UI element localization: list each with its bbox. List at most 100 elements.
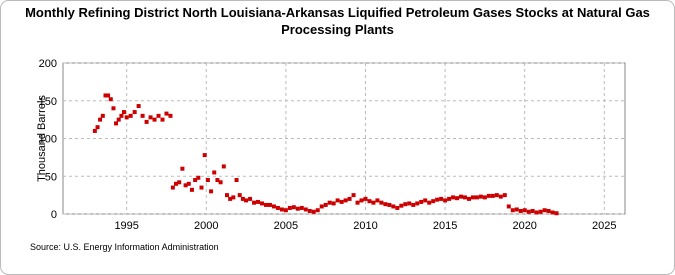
data-point (275, 205, 280, 210)
data-point (474, 195, 479, 200)
data-point (315, 208, 320, 213)
data-point (319, 204, 324, 209)
data-point (121, 110, 126, 115)
data-point (256, 199, 261, 204)
data-point (506, 204, 511, 209)
data-point (451, 195, 456, 200)
data-point (196, 175, 201, 180)
data-point (387, 202, 392, 207)
data-point (498, 194, 503, 199)
data-point (234, 178, 239, 183)
data-point (267, 202, 272, 207)
data-point (271, 204, 276, 209)
data-point (193, 178, 198, 183)
data-point (108, 97, 113, 102)
data-point (415, 201, 420, 206)
data-point (427, 200, 432, 205)
data-point (237, 193, 242, 198)
data-point (343, 198, 348, 203)
data-point (443, 198, 448, 203)
data-point (160, 117, 165, 122)
data-point (367, 199, 372, 204)
chart-title: Monthly Refining District North Louisian… (25, 5, 650, 37)
y-axis-label: Thousand Barrels (36, 95, 48, 182)
data-point (116, 117, 121, 122)
y-tick-label: 200 (39, 58, 57, 70)
data-point (490, 193, 495, 198)
data-point (502, 193, 507, 198)
data-point (351, 193, 356, 198)
data-point (530, 208, 535, 213)
data-point (327, 200, 332, 205)
data-point (411, 202, 416, 207)
data-point (287, 205, 292, 210)
data-point (307, 208, 312, 213)
x-tick-label: 2020 (512, 220, 536, 232)
data-point (228, 196, 233, 201)
data-point (331, 201, 336, 206)
data-point (144, 119, 149, 124)
y-tick-label: 50 (45, 171, 57, 183)
data-point (494, 193, 499, 198)
data-point (323, 202, 328, 207)
data-point (447, 196, 452, 201)
data-point (339, 199, 344, 204)
data-point (177, 180, 182, 185)
x-tick-label: 2025 (592, 220, 616, 232)
data-point (132, 110, 137, 115)
data-point (466, 196, 471, 201)
data-point (486, 193, 491, 198)
data-point (140, 113, 145, 118)
data-point (419, 199, 424, 204)
data-point (359, 198, 364, 203)
data-point (248, 196, 253, 201)
x-tick-label: 2005 (274, 220, 298, 232)
data-point (379, 200, 384, 205)
data-point (399, 203, 404, 208)
data-point (335, 198, 340, 203)
data-point (435, 197, 440, 202)
data-point (299, 205, 304, 210)
data-point (111, 106, 116, 111)
data-point (554, 211, 559, 216)
data-point (391, 204, 396, 209)
data-point (156, 113, 161, 118)
data-point (98, 117, 103, 122)
data-point (189, 187, 194, 192)
data-point (218, 180, 223, 185)
data-point (478, 194, 483, 199)
data-point (170, 185, 175, 190)
data-point (518, 208, 523, 213)
x-tick-label: 2000 (194, 220, 218, 232)
data-point (542, 208, 547, 213)
y-tick-label: 150 (39, 96, 57, 108)
data-point (186, 181, 191, 186)
data-point (199, 185, 204, 190)
data-point (550, 210, 555, 215)
data-point (538, 209, 543, 214)
data-point (114, 121, 119, 126)
data-point (355, 200, 360, 205)
data-point (470, 195, 475, 200)
data-point (212, 170, 217, 175)
data-point (283, 208, 288, 213)
data-point (371, 200, 376, 205)
data-point (215, 178, 220, 183)
data-point (205, 178, 210, 183)
data-point (136, 104, 141, 109)
data-point (423, 198, 428, 203)
data-point (407, 201, 412, 206)
data-point (363, 196, 368, 201)
data-point (510, 208, 515, 213)
y-tick-label: 100 (39, 134, 57, 146)
data-point (119, 113, 124, 118)
data-point (180, 166, 185, 171)
data-point (546, 208, 551, 213)
data-point (183, 183, 188, 188)
data-point (459, 194, 464, 199)
data-point (383, 202, 388, 207)
data-point (202, 153, 207, 158)
x-tick-label: 1995 (114, 220, 138, 232)
data-point (209, 189, 214, 194)
data-point (231, 195, 236, 200)
